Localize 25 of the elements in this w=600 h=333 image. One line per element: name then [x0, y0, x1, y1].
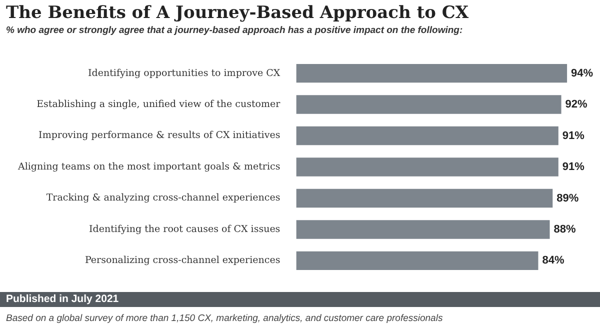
chart-title: The Benefits of A Journey-Based Approach to CX	[6, 3, 469, 23]
y-tick-label: Identifying opportunities to improve CX	[88, 68, 280, 79]
data-label: 94%	[571, 67, 594, 80]
data-label: 84%	[542, 254, 564, 267]
data-label: 91%	[562, 130, 585, 142]
text: Published in July 2021	[0, 292, 600, 307]
text: Based on a global survey of more than 1,150 CX, marketing, analytics, and customer care professionals	[6, 313, 443, 324]
bar	[296, 126, 558, 146]
data-label: 89%	[556, 192, 579, 204]
y-tick-label: Establishing a single, unified view of the customer	[36, 99, 281, 110]
bar	[296, 158, 558, 176]
chart-subtitle: % who agree or strongly agree that a journey-based approach has a positive impact on the following:	[6, 25, 463, 36]
y-tick-label: Personalizing cross-channel experiences	[84, 255, 280, 266]
bar	[296, 64, 568, 83]
data-label: 91%	[562, 161, 585, 174]
y-tick-label: Tracking & analyzing cross-channel experiences	[46, 192, 280, 204]
bar	[296, 188, 553, 208]
data-label: 88%	[554, 223, 576, 236]
y-tick-label: Aligning teams on the most important goals & metrics	[17, 161, 280, 172]
bar	[296, 220, 550, 239]
data-label: 92%	[565, 98, 588, 111]
bar	[296, 251, 538, 270]
y-tick-label: Identifying the root causes of CX issues	[89, 224, 280, 235]
bar	[296, 95, 562, 114]
y-tick-label: Improving performance & results of CX initiatives	[38, 130, 280, 142]
